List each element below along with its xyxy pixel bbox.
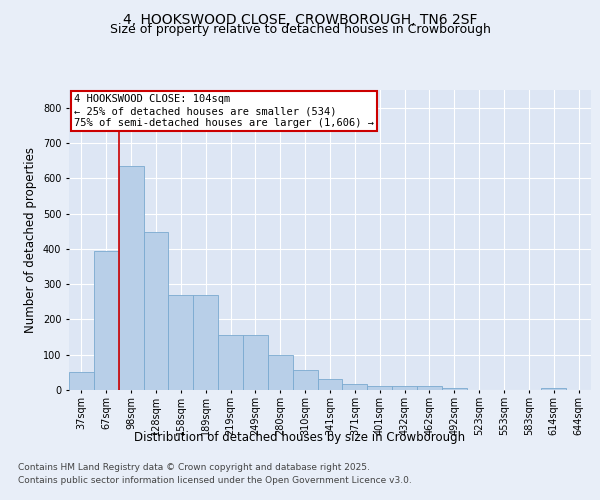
Bar bbox=[218, 334, 243, 390]
Text: Distribution of detached houses by size in Crowborough: Distribution of detached houses by size … bbox=[134, 431, 466, 444]
Text: Contains public sector information licensed under the Open Government Licence v3: Contains public sector information licen… bbox=[18, 476, 412, 485]
Bar bbox=[94, 252, 119, 390]
Bar bbox=[268, 354, 293, 390]
Bar bbox=[343, 384, 367, 390]
Bar bbox=[293, 370, 317, 390]
Text: 4, HOOKSWOOD CLOSE, CROWBOROUGH, TN6 2SF: 4, HOOKSWOOD CLOSE, CROWBOROUGH, TN6 2SF bbox=[123, 12, 477, 26]
Bar bbox=[541, 388, 566, 390]
Text: Size of property relative to detached houses in Crowborough: Size of property relative to detached ho… bbox=[110, 22, 490, 36]
Bar bbox=[169, 294, 193, 390]
Bar bbox=[392, 386, 417, 390]
Text: 4 HOOKSWOOD CLOSE: 104sqm
← 25% of detached houses are smaller (534)
75% of semi: 4 HOOKSWOOD CLOSE: 104sqm ← 25% of detac… bbox=[74, 94, 374, 128]
Y-axis label: Number of detached properties: Number of detached properties bbox=[25, 147, 37, 333]
Bar bbox=[119, 166, 143, 390]
Bar bbox=[193, 294, 218, 390]
Text: Contains HM Land Registry data © Crown copyright and database right 2025.: Contains HM Land Registry data © Crown c… bbox=[18, 464, 370, 472]
Bar bbox=[367, 386, 392, 390]
Bar bbox=[243, 334, 268, 390]
Bar bbox=[417, 386, 442, 390]
Bar bbox=[69, 372, 94, 390]
Bar bbox=[143, 232, 169, 390]
Bar bbox=[317, 380, 343, 390]
Bar bbox=[442, 388, 467, 390]
